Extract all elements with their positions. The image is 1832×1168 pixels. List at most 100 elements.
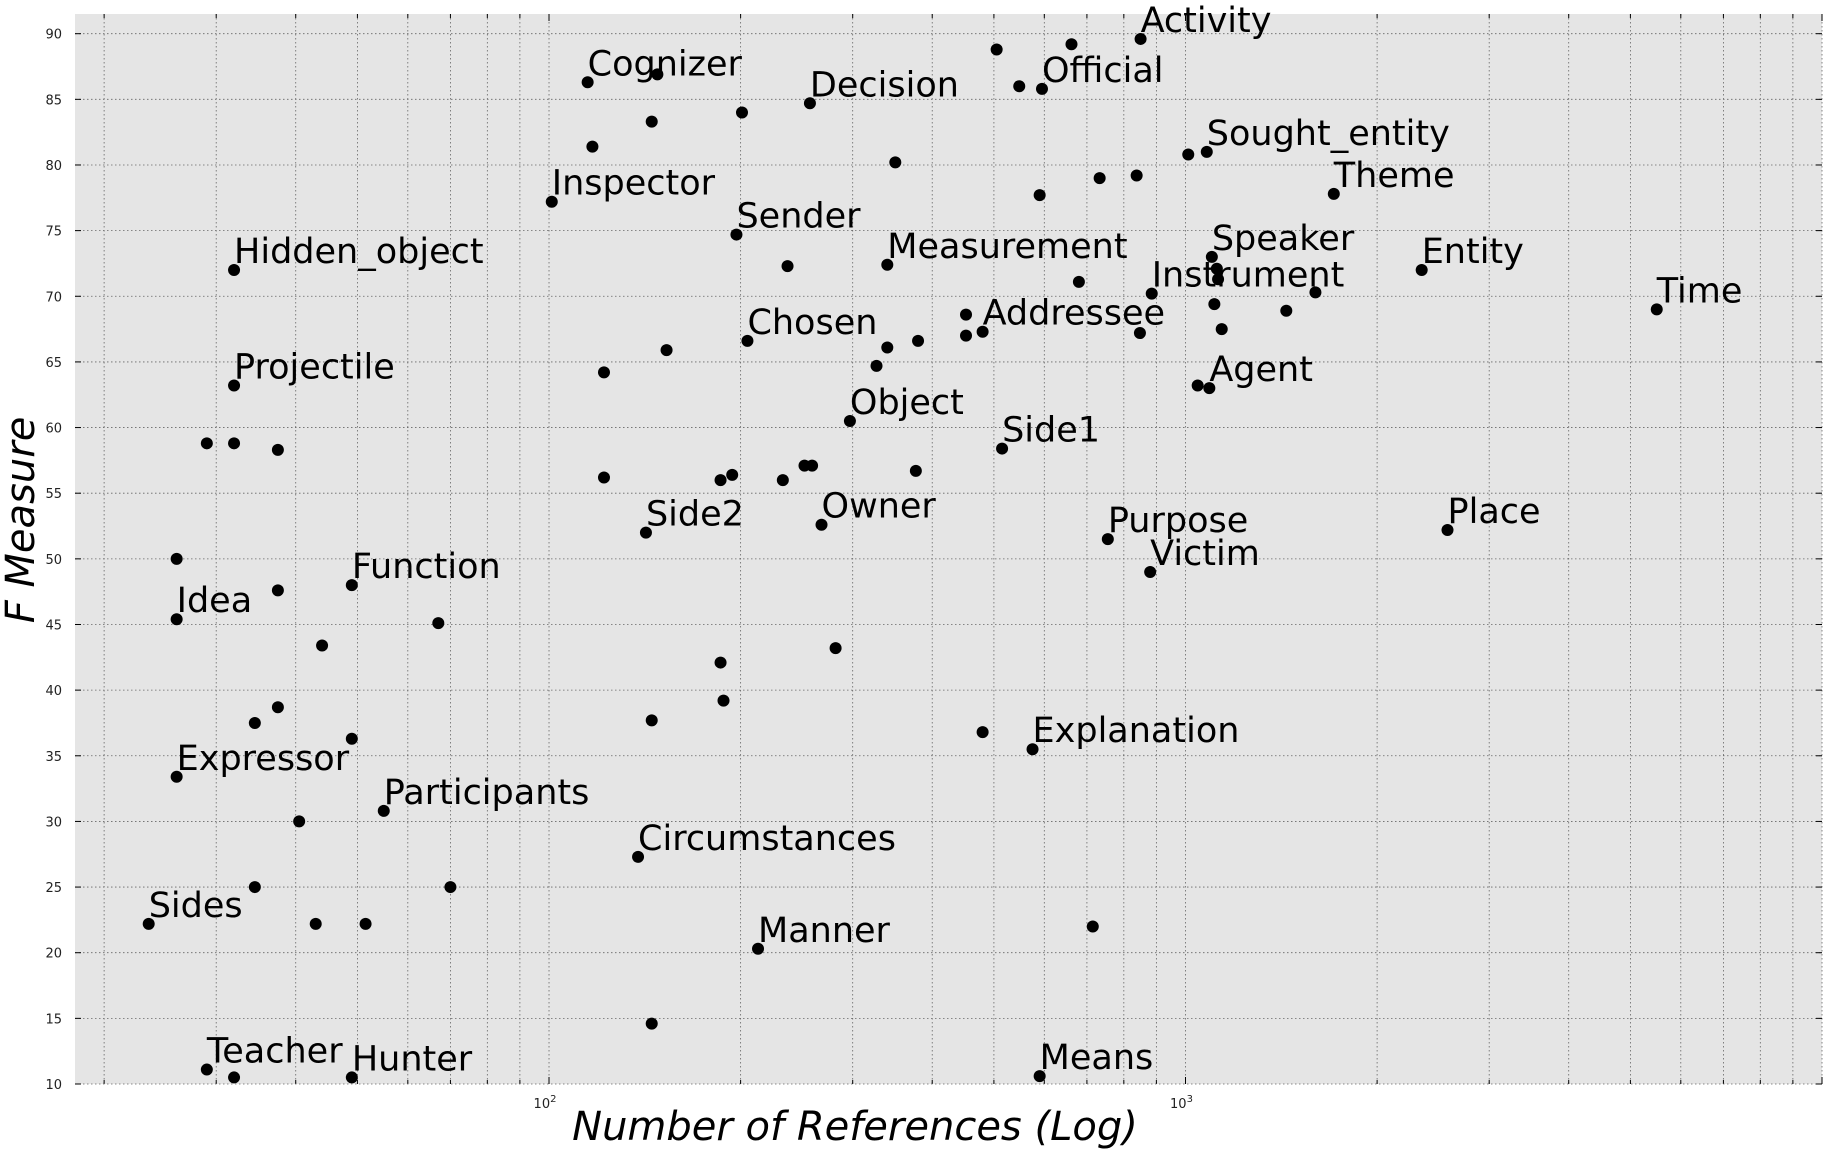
data-point xyxy=(444,881,457,894)
point-label: Side2 xyxy=(646,495,744,535)
data-point xyxy=(1033,1070,1046,1083)
point-label: Sender xyxy=(736,197,861,237)
data-point xyxy=(248,881,261,894)
y-tick-label: 30 xyxy=(45,815,62,830)
y-tick-label: 80 xyxy=(45,159,62,174)
data-point xyxy=(545,195,558,208)
data-point xyxy=(803,97,816,110)
data-point xyxy=(1327,187,1340,200)
data-point xyxy=(726,468,739,481)
data-point xyxy=(1650,303,1663,316)
y-axis-label: F Measure xyxy=(0,417,44,624)
y-tick-label: 65 xyxy=(45,356,62,371)
data-point xyxy=(248,716,261,729)
data-point xyxy=(200,437,213,450)
data-point xyxy=(660,344,673,357)
data-point xyxy=(1205,250,1218,263)
data-point xyxy=(1441,523,1454,536)
data-point xyxy=(1101,533,1114,546)
point-label: Measurement xyxy=(887,227,1127,267)
point-label: Object xyxy=(850,383,964,423)
y-axis-ticks: 10 15 20 25 30 35 40 45 50 55 60 65 70 75 80 85 90 xyxy=(45,28,62,1093)
point-label: Sought_entity xyxy=(1207,114,1450,154)
data-point xyxy=(345,732,358,745)
data-point xyxy=(1086,920,1099,933)
y-tick-label: 40 xyxy=(45,684,62,699)
data-point xyxy=(345,1071,358,1084)
data-point xyxy=(651,68,664,81)
data-point xyxy=(1212,273,1225,286)
x-tick-label: 102 xyxy=(534,1094,557,1112)
data-point xyxy=(228,437,241,450)
data-point xyxy=(717,694,730,707)
point-label: Circumstances xyxy=(638,819,896,859)
y-tick-label: 90 xyxy=(45,28,62,43)
data-point xyxy=(142,917,155,930)
y-tick-label: 75 xyxy=(45,225,62,240)
data-point xyxy=(359,917,372,930)
y-tick-label: 50 xyxy=(45,553,62,568)
point-label: Owner xyxy=(822,487,937,527)
y-tick-label: 60 xyxy=(45,422,62,437)
data-point xyxy=(597,471,610,484)
data-point xyxy=(597,366,610,379)
data-point xyxy=(200,1063,213,1076)
data-point xyxy=(990,43,1003,56)
data-point xyxy=(843,414,856,427)
data-point xyxy=(645,115,658,128)
data-point xyxy=(271,701,284,714)
point-label: Sides xyxy=(149,886,243,926)
y-tick-label: 10 xyxy=(45,1078,62,1093)
data-point xyxy=(1144,565,1157,578)
y-tick-label: 15 xyxy=(45,1012,62,1027)
data-point xyxy=(1072,275,1085,288)
point-label: Decision xyxy=(810,65,959,105)
data-point xyxy=(1145,287,1158,300)
point-label: Hunter xyxy=(352,1039,473,1079)
data-point xyxy=(170,613,183,626)
data-point xyxy=(752,942,765,955)
point-label: Instrument xyxy=(1152,256,1345,296)
y-tick-label: 85 xyxy=(45,93,62,108)
data-point xyxy=(293,815,306,828)
point-label: Place xyxy=(1448,492,1541,532)
data-points xyxy=(142,32,1663,1084)
data-point xyxy=(377,804,390,817)
data-point xyxy=(1203,382,1216,395)
point-label: Cognizer xyxy=(588,44,743,84)
data-point xyxy=(1182,148,1195,161)
data-point xyxy=(1130,169,1143,182)
data-point xyxy=(912,334,925,347)
data-point xyxy=(1013,80,1026,93)
data-point xyxy=(228,1071,241,1084)
point-label: Theme xyxy=(1333,156,1455,196)
data-point xyxy=(1208,298,1221,311)
data-point xyxy=(1065,38,1078,51)
y-tick-label: 25 xyxy=(45,881,62,896)
point-label: Idea xyxy=(177,581,253,621)
data-point xyxy=(1093,172,1106,185)
data-point xyxy=(714,474,727,487)
data-point xyxy=(1026,743,1039,756)
data-point xyxy=(1191,379,1204,392)
data-point xyxy=(1210,262,1223,275)
y-tick-label: 70 xyxy=(45,290,62,305)
data-point xyxy=(632,850,645,863)
data-point xyxy=(1309,286,1322,299)
point-label: Time xyxy=(1656,271,1743,311)
data-point xyxy=(1033,189,1046,202)
point-label: Participants xyxy=(384,773,590,813)
data-point xyxy=(806,459,819,472)
data-point xyxy=(271,584,284,597)
data-point xyxy=(1215,323,1228,336)
data-point xyxy=(909,464,922,477)
y-tick-label: 35 xyxy=(45,750,62,765)
data-point xyxy=(881,258,894,271)
data-point xyxy=(776,474,789,487)
point-label: Inspector xyxy=(552,164,716,204)
data-point xyxy=(316,639,329,652)
data-point xyxy=(881,341,894,354)
x-axis-ticks: 102 103 xyxy=(534,1094,1193,1112)
data-point xyxy=(870,359,883,372)
